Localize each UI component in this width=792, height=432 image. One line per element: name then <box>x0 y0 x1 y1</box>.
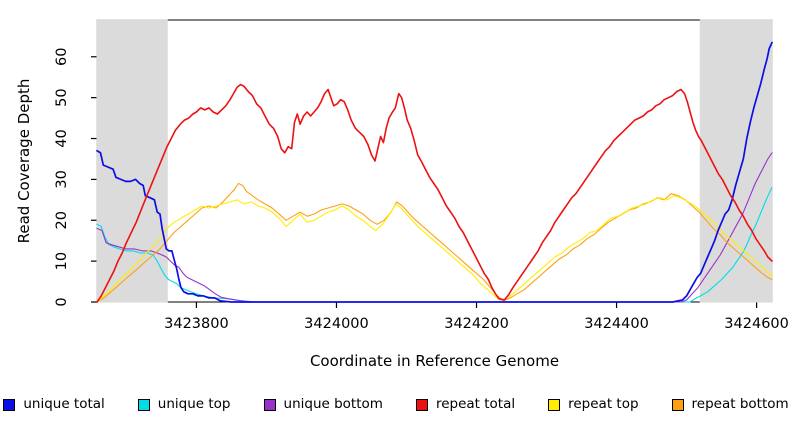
legend-label: unique total <box>23 396 105 413</box>
x-tick-label: 3423800 <box>164 316 229 332</box>
axis-layer: 3423800 3424000 3424200 3424400 3424600 0 10 20… <box>54 48 789 332</box>
legend-item-repeat-top: repeat top <box>548 396 639 413</box>
legend-swatch-icon <box>263 399 276 411</box>
series-line-unique-bottom <box>96 152 773 303</box>
legend-swatch-icon <box>671 399 684 411</box>
y-tick-label: 0 <box>54 297 70 306</box>
y-tick-label: 60 <box>54 48 70 66</box>
legend-item-unique-top: unique top <box>137 396 231 413</box>
legend-label: unique top <box>157 396 231 413</box>
legend-item-repeat-total: repeat total <box>415 396 516 413</box>
panel-layer <box>96 19 773 303</box>
shaded-end-region <box>699 19 773 303</box>
x-tick-label: 3424000 <box>304 316 369 332</box>
plot-area: 3423800 3424000 3424200 3424400 3424600 0 10 20… <box>15 19 789 370</box>
legend-label: unique bottom <box>283 396 383 413</box>
y-axis-title: Read Coverage Depth <box>15 79 33 244</box>
x-tick-label: 3424200 <box>444 316 509 332</box>
shaded-end-region <box>96 19 168 303</box>
legend-label: repeat bottom <box>691 396 789 413</box>
legend-swatch-icon <box>137 399 150 411</box>
legend-item-repeat-bottom: repeat bottom <box>671 396 789 413</box>
legend-item-unique-bottom: unique bottom <box>263 396 383 413</box>
y-tick-label: 20 <box>54 211 70 229</box>
x-tick-label: 3424400 <box>584 316 649 332</box>
y-tick-label: 10 <box>54 252 70 270</box>
legend-label: repeat top <box>568 396 639 413</box>
series-line-repeat-total <box>96 83 773 303</box>
series-line-unique-total <box>96 41 773 303</box>
y-tick-label: 40 <box>54 129 70 147</box>
panel-box <box>96 19 773 303</box>
y-tick-label: 50 <box>54 88 70 106</box>
legend-label: repeat total <box>435 396 516 413</box>
legend-swatch-icon <box>3 399 16 411</box>
y-tick-label: 30 <box>54 170 70 188</box>
series-line-repeat-top <box>96 195 773 303</box>
series-layer <box>96 41 773 303</box>
legend-item-unique-total: unique total <box>3 396 105 413</box>
coverage-chart-svg: 3423800 3424000 3424200 3424400 3424600 0 10 20… <box>15 19 789 370</box>
legend-swatch-icon <box>548 399 561 411</box>
chart-legend: unique total unique top unique bottom repea… <box>0 394 792 416</box>
x-tick-label: 3424600 <box>724 316 789 332</box>
legend-swatch-icon <box>415 399 428 411</box>
x-axis-title: Coordinate in Reference Genome <box>310 352 559 370</box>
